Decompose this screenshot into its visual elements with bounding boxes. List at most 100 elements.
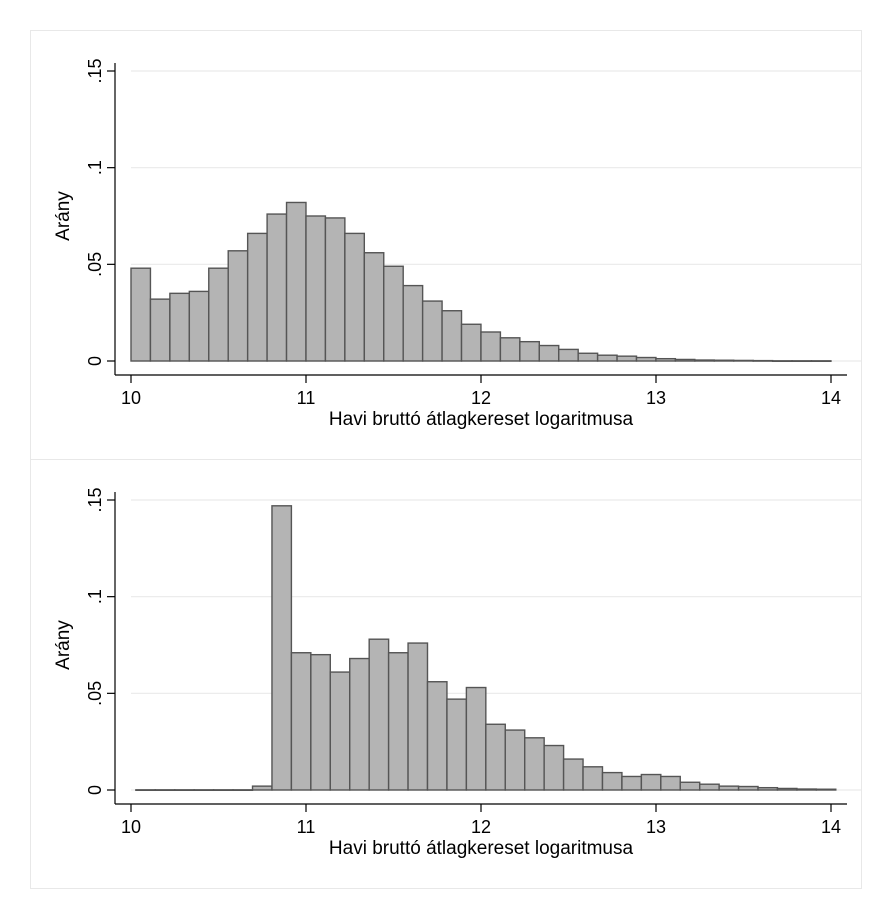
- histogram-bar: [655, 357, 677, 362]
- histogram-bar: [596, 354, 618, 362]
- histogram-bar: [640, 773, 662, 791]
- y-tick-label: .05: [85, 681, 105, 706]
- histogram-panel-top: 0 .05 .1 .15 10 11 12 13 14 Havi bruttó átlagkere…: [30, 30, 862, 460]
- histogram-bar: [616, 355, 638, 362]
- x-axis-title: Havi bruttó átlagkereset logaritmusa: [329, 838, 634, 859]
- histogram-bar: [266, 213, 288, 362]
- y-tick-label: .05: [85, 252, 105, 277]
- histogram-bar: [791, 360, 813, 363]
- histogram-bar: [446, 698, 468, 791]
- histogram-bar: [212, 789, 234, 792]
- histogram-bar: [718, 785, 740, 791]
- x-tick-label: 11: [297, 388, 316, 408]
- histogram-bar: [621, 775, 643, 791]
- x-tick-label: 12: [471, 817, 491, 837]
- histogram-bar: [810, 360, 832, 363]
- histogram-bar: [460, 323, 482, 362]
- histogram-bar: [421, 300, 443, 362]
- x-tick-label: 10: [121, 817, 141, 837]
- histogram-bar: [480, 331, 502, 362]
- x-tick-label: 14: [821, 817, 841, 837]
- histogram-bar: [558, 348, 579, 362]
- histogram-bar: [154, 789, 176, 792]
- histogram-bar: [771, 360, 793, 363]
- histogram-bar: [193, 789, 215, 792]
- histogram-bar: [285, 201, 307, 362]
- x-tick-label: 11: [297, 817, 316, 837]
- histogram-bar: [368, 638, 390, 791]
- histogram-bar: [635, 356, 657, 362]
- histogram-chart-top: 0 .05 .1 .15 10 11 12 13 14 Havi bruttó átlagkere…: [53, 58, 861, 430]
- histogram-bar: [383, 265, 404, 362]
- histogram-bar: [757, 786, 779, 791]
- histogram-chart-bottom: 0 .05 .1 .15 10 11 12 13 14 Havi bruttó átlagkere…: [53, 487, 861, 859]
- y-tick-label: 0: [85, 785, 105, 795]
- histogram-bar: [485, 723, 506, 791]
- x-tick-label: 12: [471, 388, 491, 408]
- histogram-bar: [246, 232, 268, 362]
- histogram-bar: [135, 789, 157, 792]
- histogram-bar: [232, 789, 254, 792]
- histogram-bar: [271, 505, 293, 791]
- histogram-bar: [441, 310, 463, 362]
- histogram-bar: [815, 788, 837, 791]
- histogram-bar: [504, 729, 526, 791]
- x-tick-label: 13: [646, 388, 666, 408]
- histogram-bar: [310, 653, 331, 791]
- histogram-bar: [674, 358, 696, 362]
- histogram-bar: [577, 352, 599, 362]
- histogram-bar: [402, 284, 424, 362]
- y-tick-label: .15: [85, 487, 105, 512]
- plot-area: [131, 499, 861, 792]
- histogram-bar: [290, 652, 312, 791]
- x-tick-label: 14: [821, 388, 841, 408]
- y-tick-label: 0: [85, 356, 105, 366]
- histogram-bar: [407, 642, 429, 791]
- histogram-bar: [227, 250, 249, 362]
- histogram-bar: [329, 671, 351, 791]
- histogram-bar: [582, 766, 604, 791]
- histogram-bar: [149, 298, 171, 362]
- y-tick-label: .1: [85, 160, 105, 175]
- x-axis-title: Havi bruttó átlagkereset logaritmusa: [329, 409, 634, 430]
- histogram-bar: [737, 785, 759, 791]
- y-tick-label: .15: [85, 58, 105, 83]
- histogram-bar: [776, 787, 798, 791]
- y-axis-title: Arány: [53, 191, 74, 241]
- histogram-bar: [660, 775, 681, 791]
- histogram-bar: [349, 657, 370, 791]
- histogram-bar: [188, 290, 210, 362]
- histogram-bar: [324, 217, 346, 362]
- histogram-bar: [363, 252, 385, 362]
- x-tick-label: 10: [121, 388, 141, 408]
- histogram-bar: [796, 788, 818, 791]
- histogram-bar: [465, 686, 487, 791]
- y-tick-label: .1: [85, 589, 105, 604]
- y-axis-title: Arány: [53, 620, 74, 670]
- histogram-bar: [251, 785, 273, 791]
- histogram-bar: [344, 232, 366, 362]
- histogram-bar: [524, 737, 545, 791]
- histogram-bar: [538, 344, 560, 362]
- histogram-panel-bottom: 0 .05 .1 .15 10 11 12 13 14 Havi bruttó átlagkere…: [30, 459, 862, 889]
- histogram-bar: [519, 340, 540, 362]
- x-tick-label: 13: [646, 817, 666, 837]
- histogram-bar: [305, 215, 327, 362]
- histogram-bar: [694, 359, 715, 362]
- histogram-bar: [426, 681, 448, 791]
- histogram-bar: [543, 744, 565, 791]
- histogram-bar: [208, 267, 229, 362]
- histogram-bar: [601, 771, 623, 791]
- histogram-bar: [733, 359, 754, 362]
- histogram-bar: [130, 267, 152, 362]
- histogram-bar: [713, 359, 735, 362]
- histogram-bar: [499, 337, 521, 362]
- plot-area: [130, 70, 861, 363]
- histogram-bar: [387, 652, 409, 791]
- histogram-bar: [752, 359, 774, 362]
- histogram-bar: [679, 781, 701, 791]
- histogram-bar: [174, 789, 195, 792]
- histogram-bar: [169, 292, 191, 362]
- histogram-bar: [698, 783, 720, 791]
- histogram-bar: [562, 758, 584, 791]
